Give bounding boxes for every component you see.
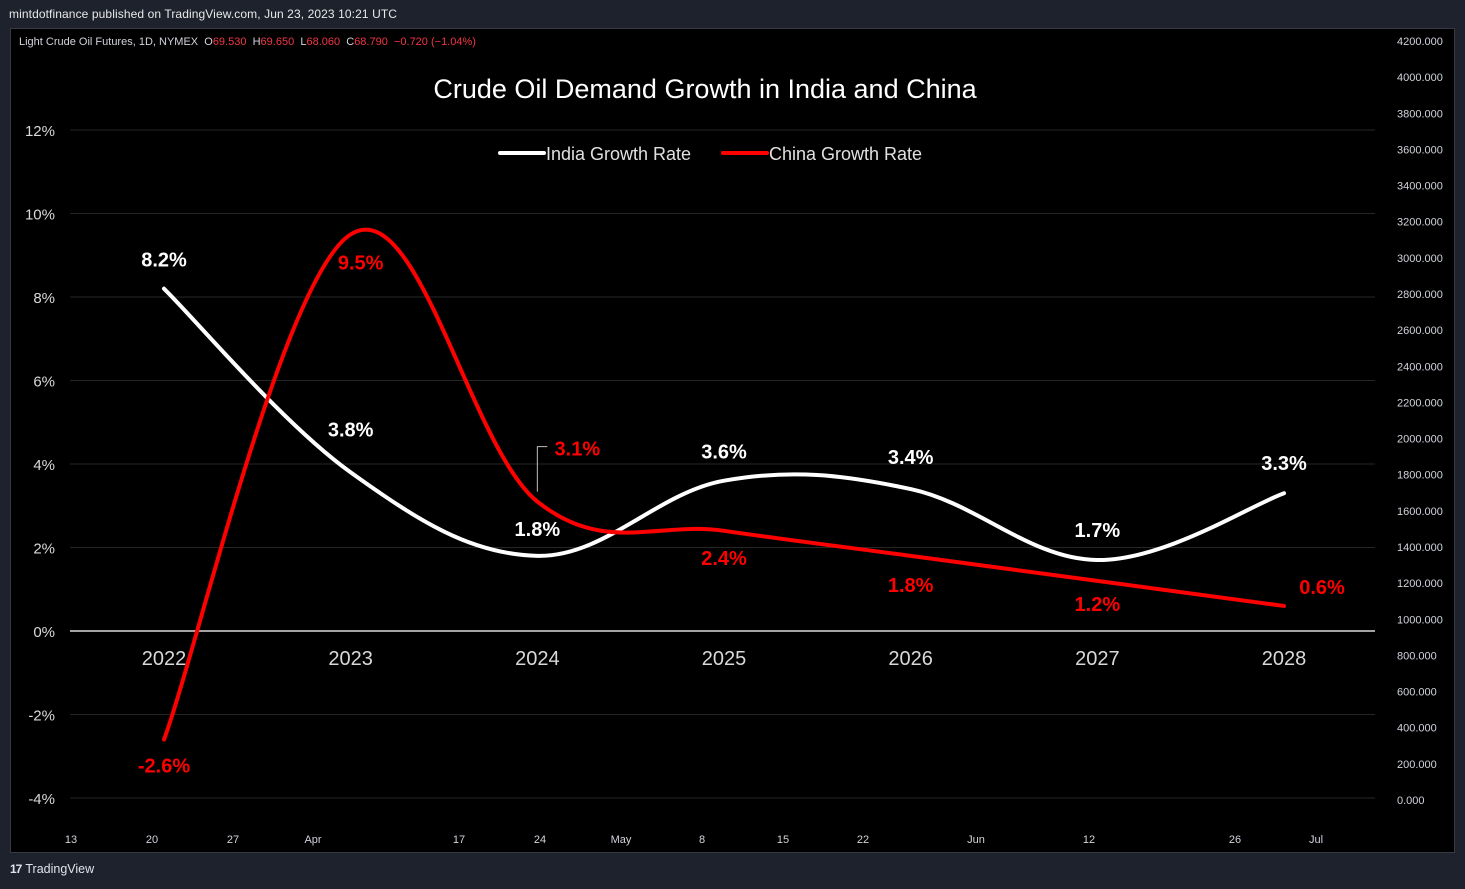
footer-brand: TradingView: [25, 862, 95, 876]
symbol-name: Light Crude Oil Futures, 1D, NYMEX: [19, 36, 199, 48]
high-value: 69.650: [260, 36, 295, 48]
footer[interactable]: 17 TradingView: [10, 862, 94, 876]
symbol-info[interactable]: Light Crude Oil Futures, 1D, NYMEX O69.5…: [19, 36, 476, 48]
tradingview-logo-icon: 17: [10, 862, 22, 876]
open-label: O: [204, 36, 213, 48]
chart-frame[interactable]: Light Crude Oil Futures, 1D, NYMEX O69.5…: [10, 28, 1455, 853]
high-label: H: [252, 36, 261, 48]
publish-bar: mintdotfinance published on TradingView.…: [9, 7, 398, 21]
low-value: 68.060: [306, 36, 341, 48]
change-value: −0.720 (−1.04%): [393, 36, 476, 48]
close-label: C: [346, 36, 355, 48]
low-label: L: [300, 36, 307, 48]
open-value: 69.530: [212, 36, 247, 48]
close-value: 68.790: [354, 36, 388, 48]
